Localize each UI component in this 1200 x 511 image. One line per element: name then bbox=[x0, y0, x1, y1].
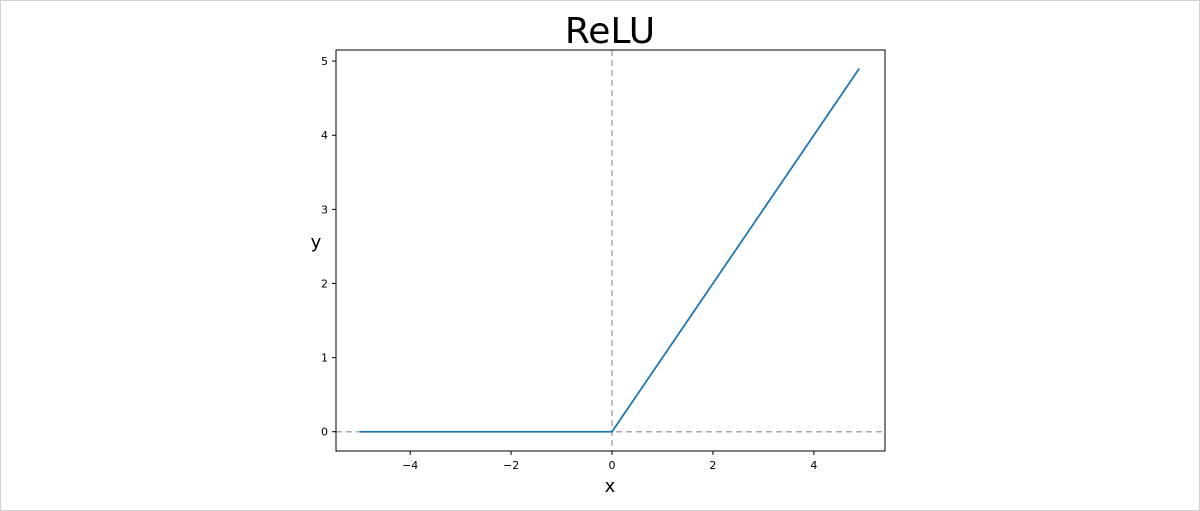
x-tick-label: 0 bbox=[609, 459, 616, 472]
chart-title: ReLU bbox=[565, 11, 655, 52]
x-tick-label: 2 bbox=[709, 459, 716, 472]
x-tick-label: −2 bbox=[503, 459, 519, 472]
y-tick-label: 1 bbox=[321, 352, 328, 365]
y-tick-label: 2 bbox=[321, 277, 328, 290]
x-axis-label: x bbox=[605, 476, 616, 497]
y-tick-label: 4 bbox=[321, 129, 328, 142]
y-tick-label: 3 bbox=[321, 203, 328, 216]
x-tick-label: 4 bbox=[810, 459, 817, 472]
y-tick-label: 5 bbox=[321, 55, 328, 68]
x-tick-label: −4 bbox=[402, 459, 418, 472]
y-tick-label: 0 bbox=[321, 426, 328, 439]
relu-line bbox=[359, 68, 861, 433]
y-axis-label: y bbox=[311, 232, 322, 253]
axes-frame bbox=[335, 49, 886, 452]
